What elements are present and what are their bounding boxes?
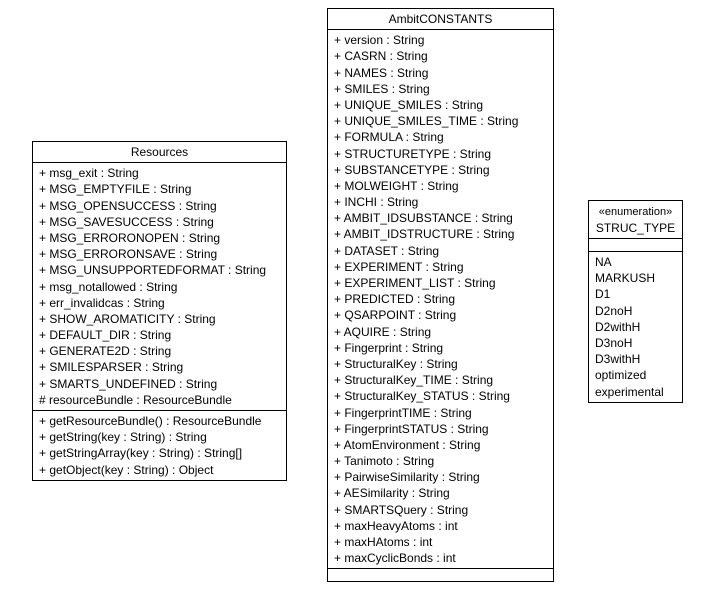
attribute-row: + SMARTS_UNDEFINED : String: [37, 376, 282, 392]
attribute-row: + MSG_SAVESUCCESS : String: [37, 214, 282, 230]
attribute-row: + maxHAtoms : int: [332, 534, 549, 550]
attribute-row: + FingerprintSTATUS : String: [332, 421, 549, 437]
attribute-row: + MSG_EMPTYFILE : String: [37, 181, 282, 197]
attribute-row: + version : String: [332, 32, 549, 48]
literal-row: optimized: [593, 367, 678, 383]
attribute-row: + AQUIRE : String: [332, 324, 549, 340]
attribute-row: + DATASET : String: [332, 243, 549, 259]
class-title-resources: Resources: [33, 142, 286, 163]
attribute-row: + Tanimoto : String: [332, 453, 549, 469]
attribute-row: + CASRN : String: [332, 48, 549, 64]
uml-class-ambitconstants: AmbitCONSTANTS + version : String+ CASRN…: [327, 8, 554, 582]
attribute-row: + SMARTSQuery : String: [332, 502, 549, 518]
attribute-row: + GENERATE2D : String: [37, 343, 282, 359]
stereotype-label: «enumeration»: [599, 206, 672, 218]
empty-section-struc-type: [589, 239, 682, 252]
attribute-row: + QSARPOINT : String: [332, 307, 549, 323]
literal-row: D2withH: [593, 319, 678, 335]
attribute-row: + maxHeavyAtoms : int: [332, 518, 549, 534]
attribute-row: + Fingerprint : String: [332, 340, 549, 356]
literal-row: MARKUSH: [593, 270, 678, 286]
attribute-row: + err_invalidcas : String: [37, 295, 282, 311]
attribute-row: + StructuralKey_TIME : String: [332, 372, 549, 388]
literal-row: D1: [593, 286, 678, 302]
attribute-row: + StructuralKey : String: [332, 356, 549, 372]
operations-section-resources: + getResourceBundle() : ResourceBundle+ …: [33, 411, 286, 480]
operation-row: + getString(key : String) : String: [37, 429, 282, 445]
attribute-row: + SUBSTANCETYPE : String: [332, 162, 549, 178]
attribute-row: + AMBIT_IDSUBSTANCE : String: [332, 210, 549, 226]
attribute-row: + SHOW_AROMATICITY : String: [37, 311, 282, 327]
uml-class-resources: Resources + msg_exit : String+ MSG_EMPTY…: [32, 141, 287, 481]
attribute-row: # resourceBundle : ResourceBundle: [37, 392, 282, 408]
enum-title-struc-type: «enumeration» STRUC_TYPE: [589, 201, 682, 239]
attribute-row: + PairwiseSimilarity : String: [332, 469, 549, 485]
attributes-section-resources: + msg_exit : String+ MSG_EMPTYFILE : Str…: [33, 163, 286, 411]
attribute-row: + EXPERIMENT : String: [332, 259, 549, 275]
literal-row: D3withH: [593, 351, 678, 367]
uml-enum-struc-type: «enumeration» STRUC_TYPE NAMARKUSHD1D2no…: [588, 200, 683, 403]
attribute-row: + msg_notallowed : String: [37, 279, 282, 295]
attribute-row: + EXPERIMENT_LIST : String: [332, 275, 549, 291]
enum-name: STRUC_TYPE: [596, 221, 675, 235]
attribute-row: + UNIQUE_SMILES_TIME : String: [332, 113, 549, 129]
attribute-row: + MSG_ERRORONSAVE : String: [37, 246, 282, 262]
literals-section-struc-type: NAMARKUSHD1D2noHD2withHD3noHD3withHoptim…: [589, 252, 682, 402]
operation-row: + getObject(key : String) : Object: [37, 462, 282, 478]
literal-row: NA: [593, 254, 678, 270]
literal-row: D2noH: [593, 303, 678, 319]
attribute-row: + AMBIT_IDSTRUCTURE : String: [332, 226, 549, 242]
attribute-row: + STRUCTURETYPE : String: [332, 146, 549, 162]
literal-row: experimental: [593, 384, 678, 400]
attribute-row: + MOLWEIGHT : String: [332, 178, 549, 194]
attribute-row: + NAMES : String: [332, 65, 549, 81]
attribute-row: + MSG_OPENSUCCESS : String: [37, 198, 282, 214]
attribute-row: + UNIQUE_SMILES : String: [332, 97, 549, 113]
literal-row: D3noH: [593, 335, 678, 351]
attribute-row: + maxCyclicBonds : int: [332, 550, 549, 566]
attribute-row: + AESimilarity : String: [332, 485, 549, 501]
attribute-row: + msg_exit : String: [37, 165, 282, 181]
attribute-row: + INCHI : String: [332, 194, 549, 210]
operation-row: + getStringArray(key : String) : String[…: [37, 445, 282, 461]
attribute-row: + SMILES : String: [332, 81, 549, 97]
attribute-row: + PREDICTED : String: [332, 291, 549, 307]
attribute-row: + FingerprintTIME : String: [332, 405, 549, 421]
attribute-row: + MSG_UNSUPPORTEDFORMAT : String: [37, 262, 282, 278]
attributes-section-ambitconstants: + version : String+ CASRN : String+ NAME…: [328, 30, 553, 569]
attribute-row: + AtomEnvironment : String: [332, 437, 549, 453]
operation-row: + getResourceBundle() : ResourceBundle: [37, 413, 282, 429]
class-title-ambitconstants: AmbitCONSTANTS: [328, 9, 553, 30]
attribute-row: + DEFAULT_DIR : String: [37, 327, 282, 343]
attribute-row: + MSG_ERRORONOPEN : String: [37, 230, 282, 246]
attribute-row: + FORMULA : String: [332, 129, 549, 145]
operations-section-ambitconstants: [328, 569, 553, 581]
attribute-row: + StructuralKey_STATUS : String: [332, 388, 549, 404]
attribute-row: + SMILESPARSER : String: [37, 359, 282, 375]
